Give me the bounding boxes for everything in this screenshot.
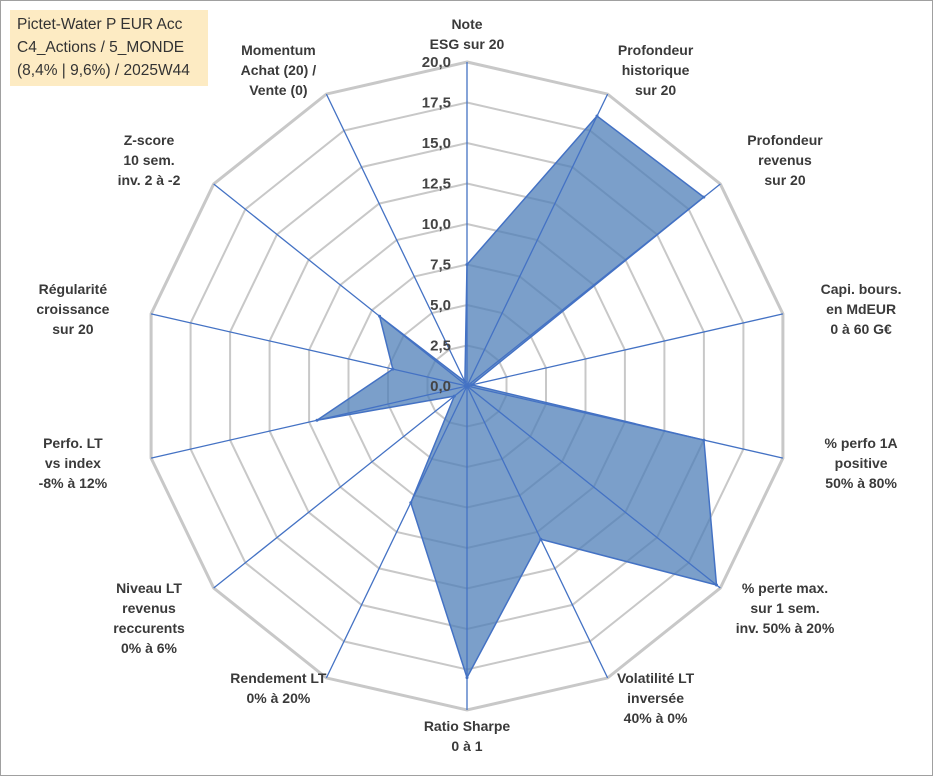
axis-label-line: sur 20 xyxy=(635,82,676,98)
tick-label: 15,0 xyxy=(422,135,451,152)
axis-label-line: -8% à 12% xyxy=(39,475,108,491)
radial-tick-labels: 0,0 2,5 5,0 7,5 10,0 12,5 15,0 17,5 20,0 xyxy=(422,54,451,395)
axis-label-line: Ratio Sharpe xyxy=(424,718,511,734)
axis-label-line: 40% à 0% xyxy=(624,710,688,726)
fund-stats: (8,4% | 9,6%) / 2025W44 xyxy=(17,62,190,79)
tick-label: 20,0 xyxy=(422,54,451,71)
axis-label: % perte max. sur 1 sem. inv. 50% à 20% xyxy=(736,580,835,636)
axis-label-line: reccurents xyxy=(113,620,185,636)
axis-label: Capi. bours. en MdEUR 0 à 60 G€ xyxy=(821,281,902,337)
axis-label-line: sur 1 sem. xyxy=(750,600,819,616)
axis-label-line: Rendement LT xyxy=(230,670,327,686)
axis-label: Momentum Achat (20) / Vente (0) xyxy=(241,42,317,98)
axis-label-line: % perte max. xyxy=(742,580,828,596)
tick-label: 10,0 xyxy=(422,216,451,233)
axis-spoke xyxy=(150,313,468,387)
axis-label-line: % perfo 1A xyxy=(825,435,898,451)
axis-label-line: 0 à 60 G€ xyxy=(830,321,892,337)
axis-spoke xyxy=(466,385,721,589)
axis-label-line: 0% à 6% xyxy=(121,640,178,656)
axis-label-line: inversée xyxy=(627,690,684,706)
axis-label: Niveau LT revenus reccurents 0% à 6% xyxy=(113,580,185,656)
axis-label-line: 0 à 1 xyxy=(451,738,482,754)
axis-label: Volatilité LT inversée 40% à 0% xyxy=(617,670,695,726)
tick-label: 0,0 xyxy=(430,378,451,395)
axis-label-line: Capi. bours. xyxy=(821,281,902,297)
axis-label-line: Vente (0) xyxy=(249,82,307,98)
axis-label-line: sur 20 xyxy=(52,321,93,337)
axis-label: Note ESG sur 20 xyxy=(430,16,505,52)
axis-label-line: 50% à 80% xyxy=(825,475,897,491)
axis-spoke xyxy=(213,183,468,387)
axis-label-line: positive xyxy=(835,455,888,471)
axis-label: % perfo 1A positive 50% à 80% xyxy=(825,435,898,491)
axis-spoke xyxy=(150,385,468,459)
axis-label-line: Achat (20) / xyxy=(241,62,317,78)
axis-spoke xyxy=(325,93,468,387)
axis-label-line: Profondeur xyxy=(618,42,694,58)
axis-labels: Note ESG sur 20 Profondeur historique sur 20… xyxy=(36,16,901,754)
axis-spoke xyxy=(213,385,468,589)
axis-label-line: historique xyxy=(622,62,690,78)
axis-label-line: Volatilité LT xyxy=(617,670,695,686)
axis-label: Profondeur revenus sur 20 xyxy=(747,132,823,188)
axis-spoke xyxy=(466,313,784,387)
axis-label-line: Profondeur xyxy=(747,132,823,148)
axis-label-line: 10 sem. xyxy=(123,152,174,168)
axis-label-line: en MdEUR xyxy=(826,301,896,317)
fund-name: Pictet-Water P EUR Acc xyxy=(17,16,183,33)
tick-label: 5,0 xyxy=(430,297,451,314)
axis-spoke xyxy=(466,183,721,387)
axis-label-line: revenus xyxy=(122,600,176,616)
axis-spoke xyxy=(466,93,609,387)
tick-label: 17,5 xyxy=(422,95,451,112)
axis-label: Ratio Sharpe 0 à 1 xyxy=(424,718,511,754)
axis-label-line: ESG sur 20 xyxy=(430,36,505,52)
tick-label: 7,5 xyxy=(430,257,451,274)
axis-label-line: Note xyxy=(451,16,482,32)
axis-label-line: 0% à 20% xyxy=(246,690,310,706)
axis-label-line: vs index xyxy=(45,455,101,471)
axis-spoke xyxy=(325,385,468,679)
axis-label-line: sur 20 xyxy=(764,172,805,188)
axis-label: Perfo. LT vs index -8% à 12% xyxy=(39,435,108,491)
axis-spoke xyxy=(466,385,609,679)
axis-label-line: inv. 2 à -2 xyxy=(118,172,181,188)
axis-label: Profondeur historique sur 20 xyxy=(618,42,694,98)
axis-label-line: Régularité xyxy=(39,281,108,297)
tick-label: 12,5 xyxy=(422,176,451,193)
radar-spokes xyxy=(150,62,784,710)
fund-info-box: Pictet-Water P EUR Acc C4_Actions / 5_MO… xyxy=(10,10,208,86)
axis-label-line: Perfo. LT xyxy=(43,435,103,451)
axis-spoke xyxy=(466,385,784,459)
axis-label-line: Momentum xyxy=(241,42,316,58)
axis-label: Rendement LT 0% à 20% xyxy=(230,670,327,706)
axis-label-line: croissance xyxy=(36,301,109,317)
axis-label-line: Niveau LT xyxy=(116,580,182,596)
fund-category: C4_Actions / 5_MONDE xyxy=(17,39,185,56)
axis-label: Régularité croissance sur 20 xyxy=(36,281,109,337)
axis-label-line: Z-score xyxy=(124,132,175,148)
tick-label: 2,5 xyxy=(430,338,451,355)
axis-label: Z-score 10 sem. inv. 2 à -2 xyxy=(118,132,181,188)
axis-label-line: revenus xyxy=(758,152,812,168)
axis-label-line: inv. 50% à 20% xyxy=(736,620,835,636)
